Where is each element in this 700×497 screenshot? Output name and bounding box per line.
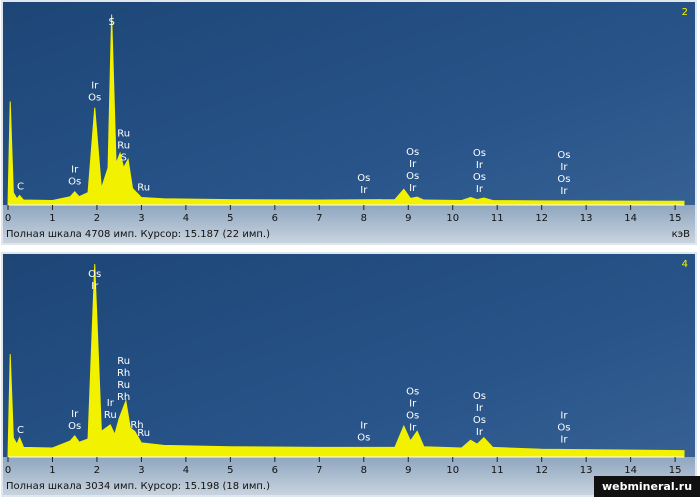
- peak-label: Os: [406, 171, 419, 182]
- peak-label: Ir: [476, 160, 484, 171]
- peak-label: Rh: [117, 368, 130, 379]
- spectrum: [7, 264, 685, 458]
- peak-label: S: [120, 153, 126, 164]
- x-tick-label: 10: [446, 465, 459, 476]
- peak-label: C: [17, 181, 24, 192]
- x-tick-label: 12: [535, 465, 548, 476]
- peak-label: Ir: [91, 81, 99, 92]
- peak-label: Ir: [560, 162, 568, 173]
- x-tick-label: 14: [624, 465, 637, 476]
- peak-label: Os: [557, 174, 570, 185]
- x-tick-label: 4: [183, 465, 189, 476]
- x-tick-label: 13: [580, 465, 593, 476]
- peak-label: Os: [473, 148, 486, 159]
- peak-label: Ir: [71, 165, 79, 176]
- x-tick-label: 9: [405, 213, 411, 224]
- peak-label: Ir: [409, 423, 417, 434]
- peak-label: Ir: [360, 185, 368, 196]
- peak-label: Ir: [476, 184, 484, 195]
- peak-label: Os: [68, 177, 81, 188]
- x-tick-label: 15: [669, 465, 682, 476]
- axis-band: [3, 205, 695, 243]
- x-tick-label: 11: [491, 465, 504, 476]
- x-tick-label: 0: [5, 213, 11, 224]
- footer: Полная шкала 3034 имп. Курсор: 15.198 (1…: [6, 481, 270, 492]
- peak-label: Ir: [560, 410, 568, 421]
- x-tick-label: 7: [316, 213, 322, 224]
- panel-number: 2: [682, 7, 688, 18]
- peak-label: Os: [357, 173, 370, 184]
- x-tick-label: 5: [227, 213, 233, 224]
- peak-label: Os: [88, 269, 101, 280]
- peak-label: C: [17, 425, 24, 436]
- x-tick-label: 6: [272, 465, 278, 476]
- x-tick-label: 8: [361, 213, 367, 224]
- peak-label: Ir: [476, 403, 484, 414]
- peak-label: Ru: [117, 380, 130, 391]
- x-tick-label: 11: [491, 213, 504, 224]
- axis-band: [3, 457, 695, 495]
- footer: Полная шкала 4708 имп. Курсор: 15.187 (2…: [6, 229, 270, 240]
- x-tick-label: 0: [5, 465, 11, 476]
- peak-label: Os: [557, 150, 570, 161]
- x-tick-label: 3: [138, 465, 144, 476]
- x-tick-label: 10: [446, 213, 459, 224]
- spectrum: [7, 14, 685, 206]
- peak-label: Ru: [137, 428, 150, 439]
- x-tick-label: 5: [227, 465, 233, 476]
- x-tick-label: 2: [94, 465, 100, 476]
- peak-label: Ru: [104, 410, 117, 421]
- x-tick-label: 8: [361, 465, 367, 476]
- x-tick-label: 2: [94, 213, 100, 224]
- x-tick-label: 1: [49, 465, 55, 476]
- peak-label: Ru: [117, 129, 130, 140]
- peak-label: Ir: [560, 434, 568, 445]
- peak-label: Os: [406, 387, 419, 398]
- peak-label: Ru: [137, 183, 150, 194]
- peak-label: Ru: [117, 356, 130, 367]
- peak-label: Ir: [476, 427, 484, 438]
- peak-label: Os: [473, 415, 486, 426]
- x-tick-label: 4: [183, 213, 189, 224]
- watermark-box: [594, 476, 700, 497]
- peak-label: Rh: [117, 392, 130, 403]
- x-tick-label: 13: [580, 213, 593, 224]
- x-tick-label: 9: [405, 465, 411, 476]
- peak-label: Ir: [107, 398, 115, 409]
- x-tick-label: 6: [272, 213, 278, 224]
- x-tick-label: 15: [669, 213, 682, 224]
- peak-label: Os: [557, 422, 570, 433]
- peak-label: Ru: [117, 141, 130, 152]
- peak-label: Os: [406, 147, 419, 158]
- watermark: webmineral.ru: [602, 480, 692, 493]
- x-tick-label: 3: [138, 213, 144, 224]
- x-tick-label: 14: [624, 213, 637, 224]
- peak-label: Ir: [360, 420, 368, 431]
- x-tick-label: 12: [535, 213, 548, 224]
- peak-label: Os: [68, 421, 81, 432]
- x-axis-label: кэВ: [672, 229, 691, 240]
- peak-label: Os: [406, 411, 419, 422]
- peak-label: Os: [473, 391, 486, 402]
- peak-label: S: [108, 17, 114, 28]
- panel-number: 4: [682, 259, 688, 270]
- peak-label: Ir: [71, 409, 79, 420]
- peak-label: Rh: [130, 420, 143, 431]
- peak-label: Ir: [91, 281, 99, 292]
- peak-label: Ir: [409, 399, 417, 410]
- peak-label: Os: [357, 432, 370, 443]
- x-tick-label: 7: [316, 465, 322, 476]
- peak-label: Ir: [409, 159, 417, 170]
- peak-label: Os: [473, 172, 486, 183]
- peak-label: Os: [88, 93, 101, 104]
- x-tick-label: 1: [49, 213, 55, 224]
- peak-label: Ir: [409, 183, 417, 194]
- peak-label: Ir: [560, 186, 568, 197]
